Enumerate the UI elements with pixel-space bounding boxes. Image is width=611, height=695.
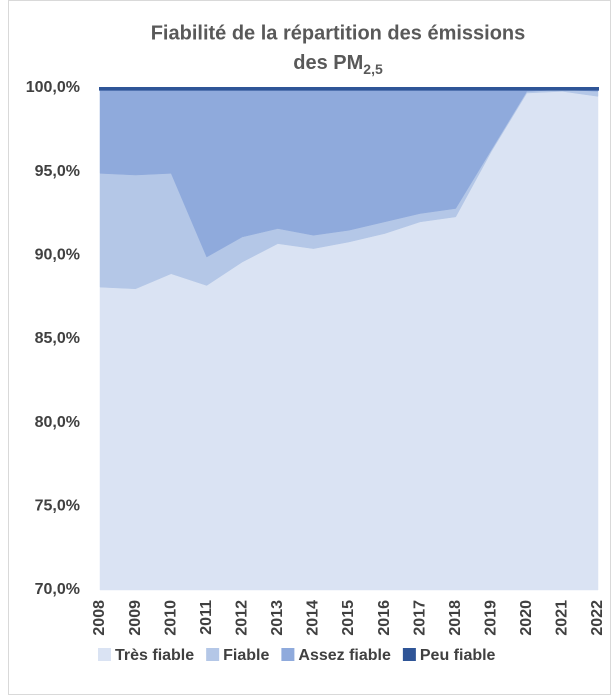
x-tick-label: 2016 bbox=[376, 600, 393, 636]
x-tick-label: 2012 bbox=[234, 600, 251, 636]
x-tick-label: 2017 bbox=[411, 600, 428, 636]
y-tick-label: 95,0% bbox=[35, 163, 80, 180]
area bbox=[99, 87, 599, 91]
x-tick-label: 2010 bbox=[162, 600, 179, 636]
y-tick-label: 80,0% bbox=[35, 414, 80, 431]
legend-label: Fiable bbox=[223, 647, 269, 664]
chart-title: des PM2,5 bbox=[293, 52, 383, 76]
x-tick-label: 2018 bbox=[447, 600, 464, 636]
legend-label: Très fiable bbox=[115, 647, 194, 664]
x-tick-label: 2020 bbox=[518, 600, 535, 636]
y-tick-label: 75,0% bbox=[35, 498, 80, 515]
x-tick-label: 2008 bbox=[91, 600, 108, 636]
x-tick-label: 2014 bbox=[305, 600, 322, 636]
x-tick-label: 2011 bbox=[198, 600, 215, 635]
legend-label: Assez fiable bbox=[298, 647, 391, 664]
legend-swatch bbox=[206, 648, 220, 661]
chart-title: Fiabilité de la répartition des émission… bbox=[151, 22, 526, 44]
chart-title: des PM bbox=[293, 52, 363, 74]
x-tick-label: 2009 bbox=[127, 600, 144, 636]
legend-swatch bbox=[281, 648, 295, 661]
y-tick-label: 100,0% bbox=[26, 79, 80, 96]
x-tick-label: 2015 bbox=[340, 600, 357, 636]
x-tick-label: 2019 bbox=[483, 600, 500, 636]
x-tick-label: 2021 bbox=[554, 600, 571, 636]
chart-title-subscript: 2,5 bbox=[363, 61, 383, 77]
y-tick-label: 70,0% bbox=[35, 581, 80, 598]
legend-label: Peu fiable bbox=[420, 647, 496, 664]
legend-swatch bbox=[98, 648, 111, 661]
x-tick-label: 2013 bbox=[269, 600, 286, 636]
y-tick-label: 90,0% bbox=[35, 247, 80, 264]
x-tick-label: 2022 bbox=[589, 600, 606, 636]
legend-swatch bbox=[402, 648, 416, 661]
y-tick-label: 85,0% bbox=[35, 330, 80, 347]
